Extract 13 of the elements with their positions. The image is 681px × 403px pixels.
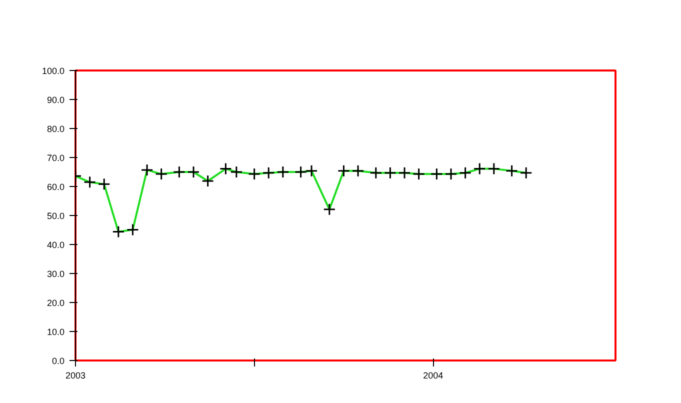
- y-tick-label: 100.0: [42, 66, 65, 76]
- y-tick-label: 70.0: [46, 153, 65, 163]
- y-tick-label: 0.0: [52, 356, 65, 366]
- x-tick-label: 2004: [423, 370, 444, 380]
- y-tick-label: 60.0: [46, 182, 65, 192]
- y-tick-label: 40.0: [46, 240, 65, 250]
- y-tick-label: 30.0: [46, 269, 65, 279]
- y-tick-label: 10.0: [46, 327, 65, 337]
- y-tick-label: 90.0: [46, 95, 65, 105]
- y-tick-label: 20.0: [46, 298, 65, 308]
- y-tick-label: 80.0: [46, 124, 65, 134]
- y-tick-label: 50.0: [46, 211, 65, 221]
- x-tick-label: 2003: [65, 370, 86, 380]
